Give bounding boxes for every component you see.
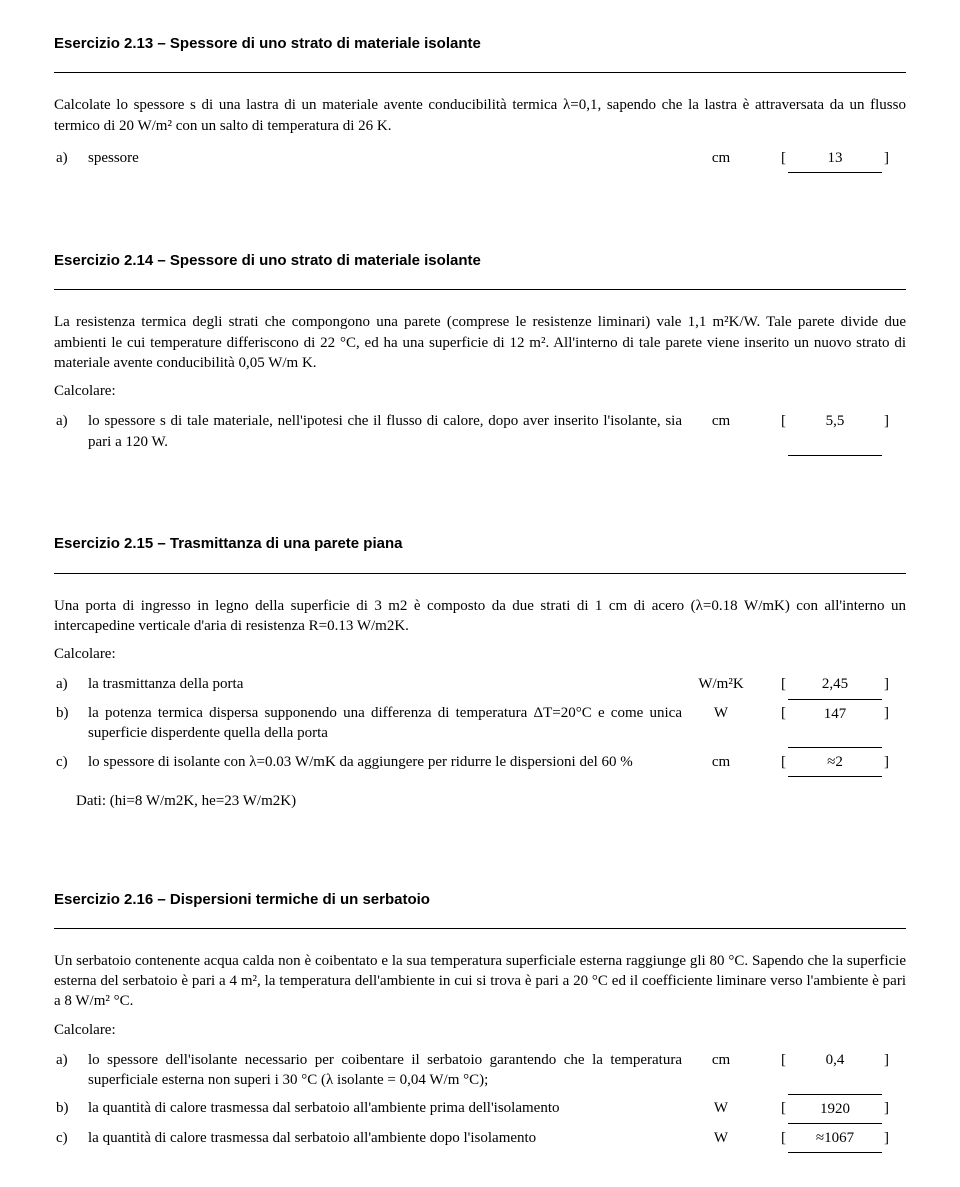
row-letter: b)	[54, 1094, 86, 1123]
exercise-title: Esercizio 2.14 – Spessore di uno strato …	[54, 251, 906, 271]
table-row: c) lo spessore di isolante con λ=0.03 W/…	[54, 748, 906, 777]
table-row: a) lo spessore s di tale materiale, nell…	[54, 407, 906, 456]
separator	[54, 573, 906, 574]
table-row: a) spessore cm [ 13 ]	[54, 144, 906, 173]
row-unit: cm	[684, 1046, 758, 1095]
row-value: 2,45	[788, 670, 882, 699]
exercise-title: Esercizio 2.13 – Spessore di uno strato …	[54, 34, 906, 54]
bracket-open: [	[758, 699, 788, 748]
exercise-text: Un serbatoio contenente acqua calda non …	[54, 951, 906, 1012]
bracket-close: ]	[882, 1046, 906, 1095]
bracket-close: ]	[882, 670, 906, 699]
row-value: ≈2	[788, 748, 882, 777]
bracket-close: ]	[882, 748, 906, 777]
row-unit: W/m²K	[684, 670, 758, 699]
calcolare-label: Calcolare:	[54, 381, 906, 401]
separator	[54, 72, 906, 73]
row-letter: b)	[54, 699, 86, 748]
row-desc: lo spessore di isolante con λ=0.03 W/mK …	[86, 748, 684, 777]
bracket-close: ]	[882, 699, 906, 748]
row-unit: W	[684, 1124, 758, 1153]
bracket-open: [	[758, 748, 788, 777]
table-row: b) la potenza termica dispersa supponend…	[54, 699, 906, 748]
row-value: 1920	[788, 1094, 882, 1123]
answer-table: a) lo spessore s di tale materiale, nell…	[54, 407, 906, 456]
bracket-close: ]	[882, 1094, 906, 1123]
exercise-text: La resistenza termica degli strati che c…	[54, 312, 906, 373]
bracket-open: [	[758, 1094, 788, 1123]
row-letter: a)	[54, 1046, 86, 1095]
row-desc: la trasmittanza della porta	[86, 670, 684, 699]
bracket-open: [	[758, 407, 788, 456]
row-unit: W	[684, 1094, 758, 1123]
row-value: ≈1067	[788, 1124, 882, 1153]
bracket-close: ]	[882, 407, 906, 456]
row-letter: c)	[54, 1124, 86, 1153]
separator	[54, 928, 906, 929]
bracket-open: [	[758, 1124, 788, 1153]
row-desc: lo spessore s di tale materiale, nell'ip…	[86, 407, 684, 456]
row-value: 147	[788, 699, 882, 748]
bracket-close: ]	[882, 1124, 906, 1153]
row-letter: a)	[54, 670, 86, 699]
row-desc: spessore	[86, 144, 684, 173]
row-unit: cm	[684, 748, 758, 777]
row-letter: a)	[54, 407, 86, 456]
table-row: a) la trasmittanza della porta W/m²K [ 2…	[54, 670, 906, 699]
calcolare-label: Calcolare:	[54, 1020, 906, 1040]
row-desc: la quantità di calore trasmessa dal serb…	[86, 1124, 684, 1153]
calcolare-label: Calcolare:	[54, 644, 906, 664]
row-unit: W	[684, 699, 758, 748]
answer-table: a) lo spessore dell'isolante necessario …	[54, 1046, 906, 1154]
dati-line: Dati: (hi=8 W/m2K, he=23 W/m2K)	[76, 791, 906, 811]
answer-table: a) la trasmittanza della porta W/m²K [ 2…	[54, 670, 906, 777]
separator	[54, 289, 906, 290]
row-unit: cm	[684, 144, 758, 173]
table-row: a) lo spessore dell'isolante necessario …	[54, 1046, 906, 1095]
row-unit: cm	[684, 407, 758, 456]
row-letter: a)	[54, 144, 86, 173]
bracket-open: [	[758, 670, 788, 699]
exercise-title: Esercizio 2.16 – Dispersioni termiche di…	[54, 890, 906, 910]
table-row: b) la quantità di calore trasmessa dal s…	[54, 1094, 906, 1123]
bracket-open: [	[758, 144, 788, 173]
table-row: c) la quantità di calore trasmessa dal s…	[54, 1124, 906, 1153]
row-letter: c)	[54, 748, 86, 777]
exercise-text: Calcolate lo spessore s di una lastra di…	[54, 95, 906, 136]
exercise-text: Una porta di ingresso in legno della sup…	[54, 596, 906, 637]
bracket-close: ]	[882, 144, 906, 173]
row-value: 5,5	[788, 407, 882, 456]
answer-table: a) spessore cm [ 13 ]	[54, 144, 906, 173]
exercise-title: Esercizio 2.15 – Trasmittanza di una par…	[54, 534, 906, 554]
row-value: 0,4	[788, 1046, 882, 1095]
row-desc: la potenza termica dispersa supponendo u…	[86, 699, 684, 748]
bracket-open: [	[758, 1046, 788, 1095]
row-desc: la quantità di calore trasmessa dal serb…	[86, 1094, 684, 1123]
row-desc: lo spessore dell'isolante necessario per…	[86, 1046, 684, 1095]
row-value: 13	[788, 144, 882, 173]
